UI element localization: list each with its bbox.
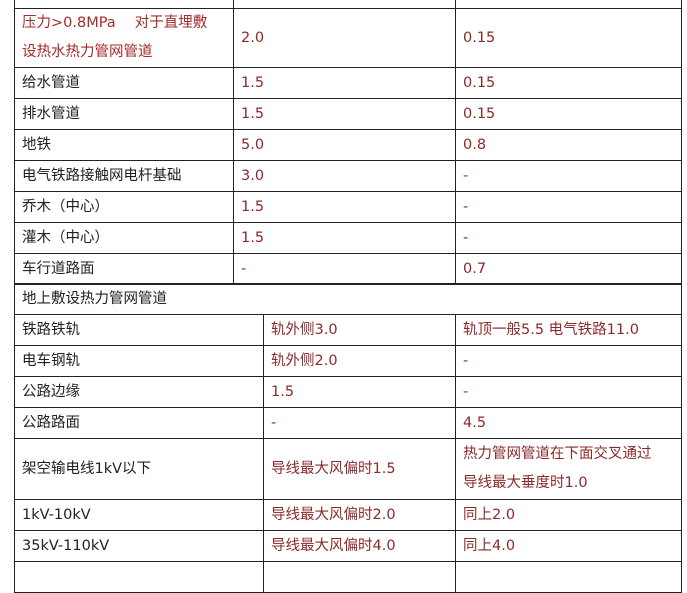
item-cell: 架空输电线1kV以下 bbox=[14, 438, 264, 500]
table-row: 压力>0.8MPa 对于直埋敷设热水热力管网管道 2.0 0.15 bbox=[14, 8, 682, 68]
vertical-distance-cell bbox=[455, 0, 682, 9]
table-row: 车行道路面 -0.7 bbox=[14, 253, 682, 285]
horizontal-distance-cell: 1.5 bbox=[233, 222, 456, 254]
table-row: 乔木（中心） 1.5- bbox=[14, 191, 682, 223]
vertical-distance-cell: 0.15 bbox=[455, 98, 682, 130]
table-row bbox=[14, 0, 682, 9]
item-cell: 压力>0.8MPa 对于直埋敷设热水热力管网管道 bbox=[14, 8, 234, 68]
section-header-row: 地上敷设热力管网管道 bbox=[14, 283, 682, 315]
vertical-distance-cell: - bbox=[455, 191, 682, 223]
vertical-distance-cell bbox=[455, 561, 682, 593]
above-ground-pipe-table: 地上敷设热力管网管道 铁路铁轨 轨外侧3.0 轨顶一般5.5 电气铁路11.0 电车钢… bbox=[14, 283, 682, 593]
horizontal-distance-cell: 3.0 bbox=[233, 160, 456, 192]
vertical-distance-cell: 轨顶一般5.5 电气铁路11.0 bbox=[455, 314, 682, 346]
horizontal-distance-cell: 导线最大风偏时4.0 bbox=[263, 530, 456, 562]
table-row: 灌木（中心） 1.5- bbox=[14, 222, 682, 254]
table-row: 电车钢轨 轨外侧2.0- bbox=[14, 345, 682, 377]
vertical-distance-cell: 同上4.0 bbox=[455, 530, 682, 562]
item-cell bbox=[14, 561, 264, 593]
item-cell: 电气铁路接触网电杆基础 bbox=[14, 160, 234, 192]
vertical-distance-cell: - bbox=[455, 160, 682, 192]
horizontal-distance-cell bbox=[233, 0, 456, 9]
item-cell: 给水管道 bbox=[14, 67, 234, 99]
buried-pipe-table: 压力>0.8MPa 对于直埋敷设热水热力管网管道 2.0 0.15 给水管道 1.5 0.… bbox=[14, 0, 682, 285]
table-row: 35kV-110kV 导线最大风偏时4.0 同上4.0 bbox=[14, 530, 682, 562]
table-row: 电气铁路接触网电杆基础 3.0- bbox=[14, 160, 682, 192]
vertical-distance-cell: 同上2.0 bbox=[455, 499, 682, 531]
item-cell: 电车钢轨 bbox=[14, 345, 264, 377]
item-cell: 排水管道 bbox=[14, 98, 234, 130]
table-row: 地铁 5.0 0.8 bbox=[14, 129, 682, 161]
vertical-distance-cell: 0.15 bbox=[455, 8, 682, 68]
horizontal-distance-cell: 轨外侧3.0 bbox=[263, 314, 456, 346]
table-row: 公路路面 -4.5 bbox=[14, 407, 682, 439]
horizontal-distance-cell: 1.5 bbox=[233, 191, 456, 223]
horizontal-distance-cell: 5.0 bbox=[233, 129, 456, 161]
item-cell: 1kV-10kV bbox=[14, 499, 264, 531]
vertical-distance-cell: 4.5 bbox=[455, 407, 682, 439]
vertical-distance-cell: 0.15 bbox=[455, 67, 682, 99]
vertical-distance-cell: 0.7 bbox=[455, 253, 682, 285]
horizontal-distance-cell: - bbox=[263, 407, 456, 439]
horizontal-distance-cell: 2.0 bbox=[233, 8, 456, 68]
table-row bbox=[14, 561, 682, 593]
horizontal-distance-cell: - bbox=[233, 253, 456, 285]
item-cell bbox=[14, 0, 234, 9]
horizontal-distance-cell bbox=[263, 561, 456, 593]
item-cell: 公路路面 bbox=[14, 407, 264, 439]
item-cell: 地铁 bbox=[14, 129, 234, 161]
vertical-distance-cell: - bbox=[455, 345, 682, 377]
item-cell: 灌木（中心） bbox=[14, 222, 234, 254]
vertical-distance-cell: 0.8 bbox=[455, 129, 682, 161]
table-row: 1kV-10kV 导线最大风偏时2.0 同上2.0 bbox=[14, 499, 682, 531]
vertical-distance-cell: - bbox=[455, 222, 682, 254]
vertical-distance-cell: 热力管网管道在下面交叉通过导线最大垂度时1.0 bbox=[455, 438, 682, 500]
horizontal-distance-cell: 1.5 bbox=[233, 67, 456, 99]
table-row: 铁路铁轨 轨外侧3.0 轨顶一般5.5 电气铁路11.0 bbox=[14, 314, 682, 346]
table-row: 排水管道 1.5 0.15 bbox=[14, 98, 682, 130]
horizontal-distance-cell: 1.5 bbox=[233, 98, 456, 130]
table-row: 架空输电线1kV以下 导线最大风偏时1.5 热力管网管道在下面交叉通过导线最大垂度时… bbox=[14, 438, 682, 500]
item-cell: 乔木（中心） bbox=[14, 191, 234, 223]
item-cell: 车行道路面 bbox=[14, 253, 234, 285]
vertical-distance-cell: - bbox=[455, 376, 682, 408]
item-cell: 公路边缘 bbox=[14, 376, 264, 408]
item-cell: 铁路铁轨 bbox=[14, 314, 264, 346]
table-row: 公路边缘 1.5- bbox=[14, 376, 682, 408]
horizontal-distance-cell: 轨外侧2.0 bbox=[263, 345, 456, 377]
item-cell: 35kV-110kV bbox=[14, 530, 264, 562]
horizontal-distance-cell: 导线最大风偏时1.5 bbox=[263, 438, 456, 500]
table-row: 给水管道 1.5 0.15 bbox=[14, 67, 682, 99]
section-title: 地上敷设热力管网管道 bbox=[14, 283, 682, 315]
horizontal-distance-cell: 1.5 bbox=[263, 376, 456, 408]
horizontal-distance-cell: 导线最大风偏时2.0 bbox=[263, 499, 456, 531]
